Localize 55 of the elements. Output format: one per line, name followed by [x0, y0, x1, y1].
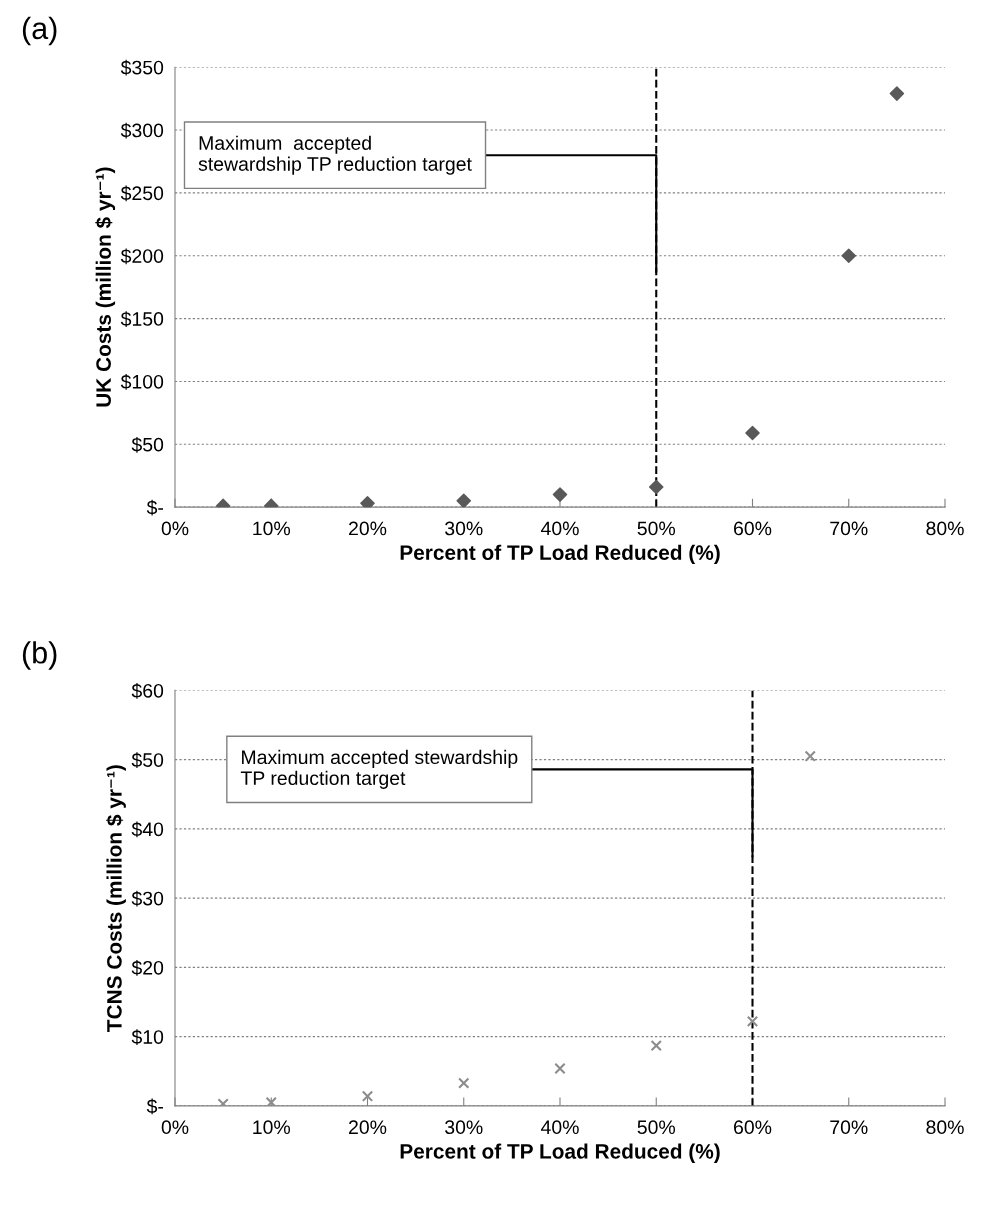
- point: [889, 86, 905, 101]
- y-tick-label: $60: [131, 683, 164, 699]
- y-tick-label: $-: [146, 499, 164, 516]
- point: [361, 1090, 374, 1102]
- x-tick-label: 10%: [253, 521, 291, 536]
- point: [552, 487, 568, 502]
- x-tick-label: 60%: [734, 521, 772, 536]
- text: (a): [22, 16, 57, 46]
- x-tick-label: 0%: [161, 521, 189, 536]
- y-tick-label: $-: [146, 1098, 164, 1115]
- point: [745, 425, 760, 441]
- x-tick-label: 50%: [637, 521, 676, 536]
- point: [841, 248, 857, 264]
- point: [554, 1062, 566, 1075]
- y-tick-label: $200: [120, 248, 164, 265]
- x-tick-label: 60%: [734, 1120, 772, 1135]
- point: [650, 1039, 662, 1052]
- x-tick-label: 80%: [926, 1120, 964, 1135]
- point: [648, 479, 664, 495]
- y-tick-label: $40: [131, 821, 164, 838]
- y-tick-label: $20: [131, 960, 164, 976]
- point: [265, 1096, 277, 1106]
- y-tick-label: $150: [120, 311, 164, 327]
- x-tick-label: 10%: [253, 1120, 291, 1135]
- y-axis-title: TCNS Costs (million $ yr⁻¹): [106, 765, 126, 1032]
- x-tick-label: 70%: [830, 1120, 868, 1135]
- x-tick-label: 20%: [349, 521, 387, 536]
- point: [458, 1077, 470, 1089]
- y-tick-label: $300: [120, 122, 164, 139]
- x-tick-label: 0%: [161, 1120, 189, 1135]
- x-axis-title: Percent of TP Load Reduced (%): [400, 544, 720, 565]
- y-tick-label: $350: [120, 59, 164, 76]
- x-axis-title: Percent of TP Load Reduced (%): [400, 1143, 720, 1163]
- y-tick-label: $30: [131, 890, 164, 907]
- annotation: Maximum accepted stewardship TP reduction target: [240, 749, 518, 789]
- x-tick-label: 80%: [926, 521, 964, 536]
- y-tick-label: $50: [131, 752, 164, 769]
- x-tick-label: 20%: [349, 1120, 387, 1135]
- y-axis-title: UK Costs (million $ yr⁻¹): [95, 167, 116, 407]
- y-tick-label: $100: [120, 374, 164, 390]
- x-tick-label: 30%: [445, 521, 483, 536]
- x-tick-label: 40%: [540, 521, 579, 536]
- x-tick-label: 30%: [445, 1120, 483, 1135]
- point: [804, 750, 816, 762]
- x-tick-label: 40%: [540, 1120, 579, 1135]
- y-tick-label: $250: [120, 185, 164, 202]
- point: [456, 493, 472, 508]
- y-tick-label: $50: [131, 436, 164, 453]
- x-tick-label: 50%: [637, 1120, 676, 1135]
- x-tick-label: 70%: [830, 521, 868, 536]
- annotation: Maximum accepted stewardship TP reduction target: [198, 135, 472, 175]
- y-tick-label: $10: [131, 1029, 164, 1046]
- point: [360, 496, 375, 508]
- text: (b): [22, 641, 57, 670]
- point: [746, 1015, 759, 1028]
